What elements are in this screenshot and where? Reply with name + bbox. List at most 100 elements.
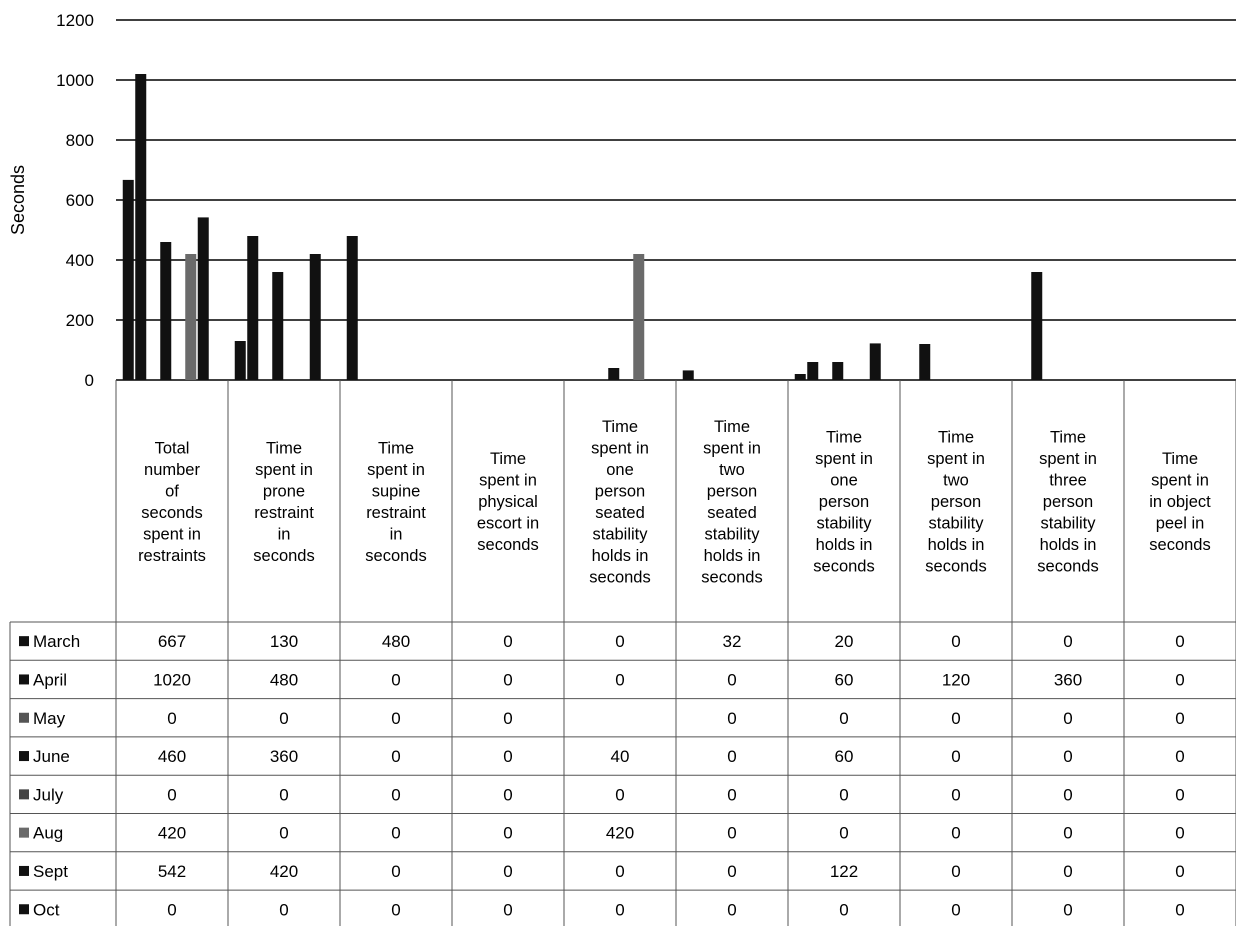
data-label: 0 bbox=[727, 670, 736, 689]
bar bbox=[608, 368, 620, 380]
bar bbox=[919, 344, 931, 380]
y-tick-label: 600 bbox=[66, 191, 94, 210]
data-label: 0 bbox=[615, 862, 624, 881]
data-label: 0 bbox=[167, 709, 176, 728]
legend-key bbox=[19, 636, 29, 647]
data-label: 60 bbox=[835, 670, 854, 689]
bar bbox=[682, 370, 694, 380]
y-tick-label: 0 bbox=[85, 371, 94, 390]
legend-key bbox=[19, 712, 29, 723]
data-label: 420 bbox=[158, 824, 186, 843]
data-label: 480 bbox=[382, 632, 410, 651]
data-label: 1020 bbox=[153, 670, 191, 689]
data-label: 122 bbox=[830, 862, 858, 881]
data-label: 0 bbox=[503, 670, 512, 689]
data-label: 0 bbox=[1063, 747, 1072, 766]
series-name: Oct bbox=[33, 900, 60, 919]
data-label: 32 bbox=[723, 632, 742, 651]
data-label: 0 bbox=[503, 824, 512, 843]
data-label: 0 bbox=[1175, 670, 1184, 689]
data-label: 120 bbox=[942, 670, 970, 689]
data-label: 0 bbox=[951, 862, 960, 881]
data-label: 0 bbox=[391, 709, 400, 728]
data-label: 0 bbox=[279, 709, 288, 728]
bar bbox=[234, 341, 246, 380]
bar bbox=[135, 74, 147, 380]
legend-key bbox=[19, 751, 29, 762]
data-label: 0 bbox=[391, 900, 400, 919]
series-name: June bbox=[33, 747, 70, 766]
category-label: Time spent in one person seated stability hold… bbox=[589, 418, 650, 587]
bars bbox=[122, 74, 1043, 380]
data-label: 0 bbox=[503, 632, 512, 651]
data-label: 0 bbox=[1063, 900, 1072, 919]
gridlines bbox=[116, 19, 1236, 381]
data-label: 0 bbox=[951, 785, 960, 804]
data-label: 0 bbox=[951, 632, 960, 651]
data-label: 0 bbox=[279, 785, 288, 804]
data-label: 0 bbox=[1063, 709, 1072, 728]
bar bbox=[309, 254, 321, 380]
series-name: Aug bbox=[33, 824, 63, 843]
data-label: 0 bbox=[503, 709, 512, 728]
data-label: 0 bbox=[391, 747, 400, 766]
y-tick-label: 1200 bbox=[56, 11, 94, 30]
bar bbox=[832, 362, 844, 380]
legend-key bbox=[19, 674, 29, 685]
data-label: 0 bbox=[391, 862, 400, 881]
bar bbox=[794, 374, 806, 380]
y-axis-ticks: 0 200 400 600 800 1000 1200 bbox=[56, 11, 94, 390]
bar bbox=[272, 272, 284, 380]
y-tick-label: 1000 bbox=[56, 71, 94, 90]
bar bbox=[160, 242, 172, 380]
category-label: Total number of seconds spent in restraints bbox=[138, 439, 206, 565]
data-table: Total number of seconds spent in restraints Ti… bbox=[9, 380, 1236, 926]
legend-key bbox=[19, 789, 29, 800]
data-label: 420 bbox=[606, 824, 634, 843]
category-label: Time spent in supine restraint in seconds bbox=[365, 439, 426, 565]
data-label: 0 bbox=[279, 824, 288, 843]
category-label: Time spent in one person stability holds in se… bbox=[813, 429, 874, 576]
data-label: 0 bbox=[1175, 747, 1184, 766]
category-label: Time spent in two person stability holds in se… bbox=[925, 429, 986, 576]
data-label: 0 bbox=[615, 632, 624, 651]
data-label: 20 bbox=[835, 632, 854, 651]
data-label: 0 bbox=[839, 785, 848, 804]
legend-key bbox=[19, 865, 29, 876]
data-label: 0 bbox=[503, 785, 512, 804]
data-label: 0 bbox=[727, 900, 736, 919]
data-label: 0 bbox=[391, 670, 400, 689]
data-label: 130 bbox=[270, 632, 298, 651]
data-label: 0 bbox=[727, 862, 736, 881]
data-label: 0 bbox=[727, 785, 736, 804]
data-label: 0 bbox=[1175, 862, 1184, 881]
data-label: 0 bbox=[951, 709, 960, 728]
data-label: 0 bbox=[1063, 632, 1072, 651]
category-label: Time spent in two person seated stability hold… bbox=[701, 418, 762, 587]
data-label: 40 bbox=[611, 747, 630, 766]
data-label: 420 bbox=[270, 862, 298, 881]
y-axis-label: Seconds bbox=[8, 165, 28, 235]
bar bbox=[633, 254, 645, 380]
category-label: Time spent in three person stability holds in… bbox=[1037, 429, 1098, 576]
bar bbox=[122, 179, 134, 380]
data-label: 0 bbox=[951, 900, 960, 919]
data-label: 0 bbox=[1063, 824, 1072, 843]
legend-key bbox=[19, 827, 29, 838]
category-label: Time spent in prone restraint in seconds bbox=[253, 439, 314, 565]
bar bbox=[197, 217, 209, 380]
y-tick-label: 400 bbox=[66, 251, 94, 270]
bar bbox=[1031, 272, 1043, 380]
series-name: March bbox=[33, 632, 80, 651]
bar bbox=[807, 362, 819, 380]
category-label: Time spent in in object peel in seconds bbox=[1149, 450, 1211, 554]
data-label: 0 bbox=[839, 709, 848, 728]
data-label: 0 bbox=[839, 824, 848, 843]
data-label: 0 bbox=[1063, 785, 1072, 804]
data-label: 0 bbox=[727, 747, 736, 766]
data-label: 0 bbox=[727, 709, 736, 728]
bar bbox=[869, 343, 881, 380]
series-name: May bbox=[33, 709, 66, 728]
data-label: 0 bbox=[391, 824, 400, 843]
